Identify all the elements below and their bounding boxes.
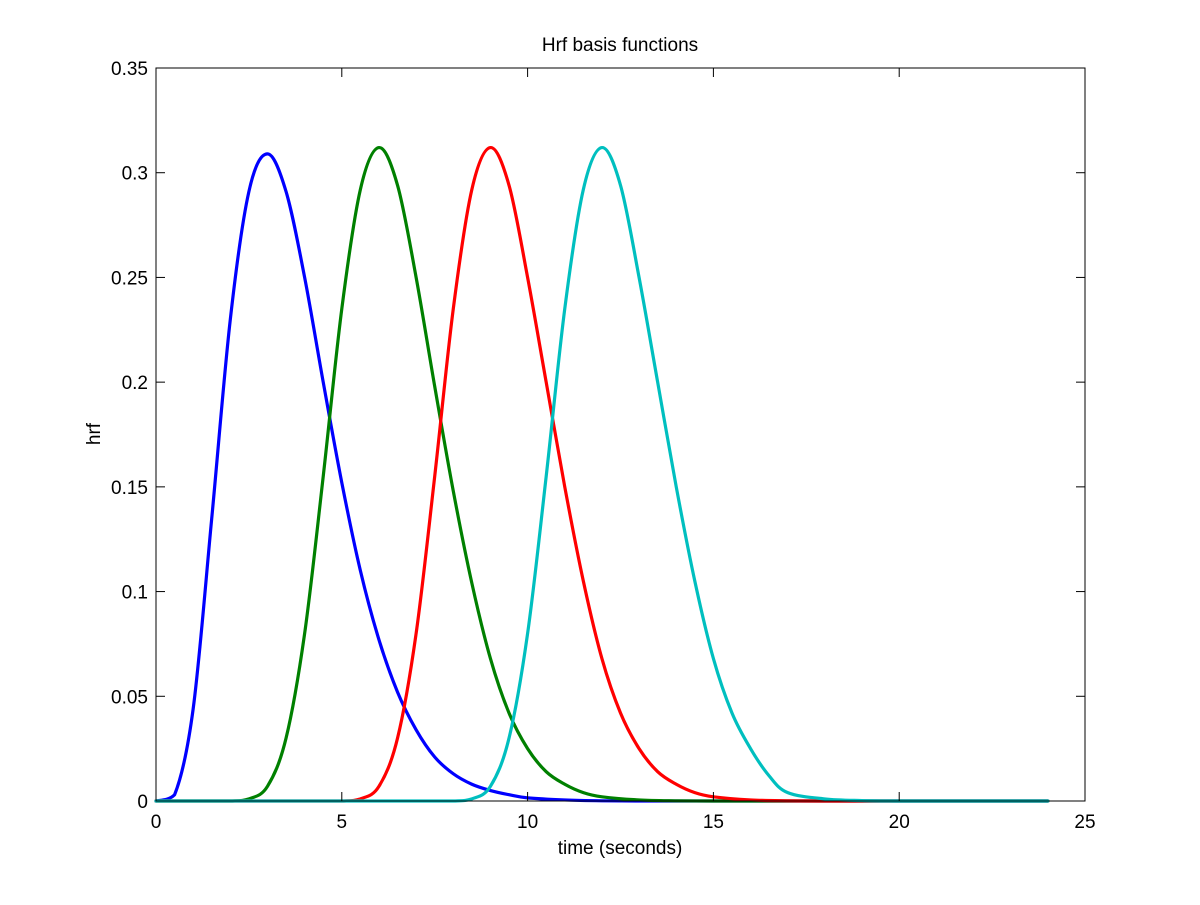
x-tick-label: 5 [337, 812, 348, 833]
y-tick-label: 0.1 [122, 583, 148, 604]
tick-layer: 0 5 10 15 20 25 0 0.05 0.1 0.15 0.2 0.25 0.3 0.35 [111, 59, 1096, 833]
y-tick-label: 0.35 [111, 59, 148, 80]
plot-frame [155, 67, 1086, 802]
x-axis-label: time (seconds) [558, 838, 683, 859]
chart-title: Hrf basis functions [542, 35, 698, 56]
y-tick-label: 0.05 [111, 687, 148, 708]
y-tick-label: 0.25 [111, 268, 148, 289]
x-tick-label: 10 [517, 812, 538, 833]
y-tick-label: 0.2 [122, 373, 148, 394]
x-tick-label: 0 [151, 812, 162, 833]
y-tick-label: 0 [137, 792, 148, 813]
y-axis-label: hrf [84, 422, 105, 445]
x-tick-label: 20 [889, 812, 910, 833]
y-tick-label: 0.3 [122, 164, 148, 185]
x-tick-label: 25 [1074, 812, 1095, 833]
series-line-3 [154, 145, 1050, 803]
x-tick-label: 15 [703, 812, 724, 833]
y-tick-label: 0.15 [111, 478, 148, 499]
